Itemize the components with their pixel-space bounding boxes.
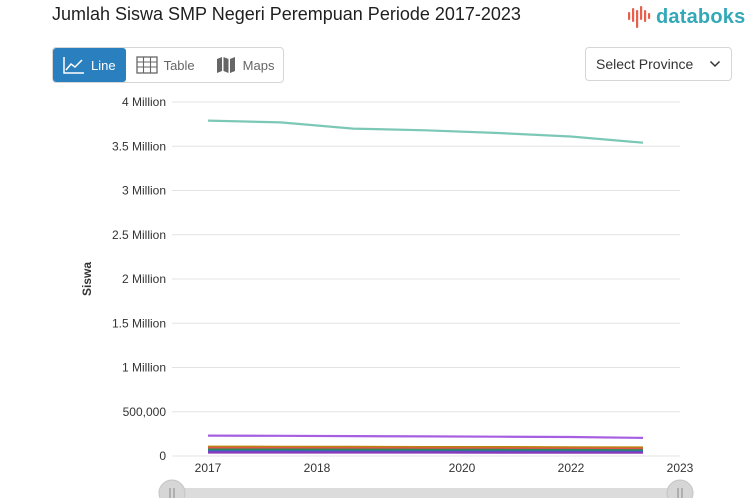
grid-lines <box>172 101 680 457</box>
y-tick-label: 3 Million <box>122 184 166 198</box>
y-tick-label: 1.5 Million <box>112 316 166 330</box>
x-tick-label: 2023 <box>667 461 694 475</box>
tab-table-label: Table <box>163 57 195 73</box>
tab-line-label: Line <box>91 57 116 73</box>
y-tick-label: 500,000 <box>123 405 167 419</box>
chevron-down-icon <box>709 60 721 68</box>
line-chart: 0 500,000 1 Million 1.5 Million 2 Million 2.5… <box>80 95 694 498</box>
y-tick-label: 3.5 Million <box>112 139 166 153</box>
y-tick-label: 1 Million <box>122 361 166 375</box>
y-tick-label: 2 Million <box>122 272 166 286</box>
tab-maps[interactable]: Maps <box>205 48 283 82</box>
series-line-3[interactable] <box>207 445 644 449</box>
tab-table[interactable]: Table <box>126 48 205 82</box>
range-slider <box>158 479 694 498</box>
province-select-label: Select Province <box>596 56 694 72</box>
map-icon <box>216 57 235 73</box>
databoks-logo[interactable]: databoks <box>626 4 745 30</box>
series-line-1[interactable] <box>207 119 644 144</box>
y-tick-label: 0 <box>159 449 166 463</box>
series-line-2[interactable] <box>207 434 644 439</box>
x-tick-label: 2018 <box>304 461 331 475</box>
logo-text: databoks <box>656 5 746 28</box>
view-tabs: Line Table Maps <box>52 47 284 83</box>
chart-title: Jumlah Siswa SMP Negeri Perempuan Period… <box>52 4 521 24</box>
province-select[interactable]: Select Province <box>585 47 732 81</box>
line-chart-icon <box>63 57 84 74</box>
y-tick-label: 2.5 Million <box>112 228 166 242</box>
slider-track[interactable] <box>172 488 680 498</box>
y-tick-labels: 0 500,000 1 Million 1.5 Million 2 Million 2.5… <box>112 95 166 463</box>
x-tick-label: 2017 <box>195 461 222 475</box>
series-lines <box>207 119 644 454</box>
tab-maps-label: Maps <box>242 57 275 73</box>
table-icon <box>135 56 158 74</box>
x-tick-labels: 2017 2018 2020 2022 2023 <box>195 461 694 475</box>
x-tick-label: 2020 <box>449 461 476 475</box>
series-line-4[interactable] <box>207 446 644 450</box>
x-tick-label: 2022 <box>558 461 585 475</box>
slider-handle-start[interactable] <box>158 479 186 498</box>
y-tick-label: 4 Million <box>122 95 166 109</box>
series-line-5[interactable] <box>208 448 644 452</box>
databoks-logo-icon <box>628 6 651 28</box>
slider-handle-end[interactable] <box>666 479 694 498</box>
tab-line[interactable]: Line <box>53 48 126 82</box>
y-axis-title: Siswa <box>80 262 94 296</box>
